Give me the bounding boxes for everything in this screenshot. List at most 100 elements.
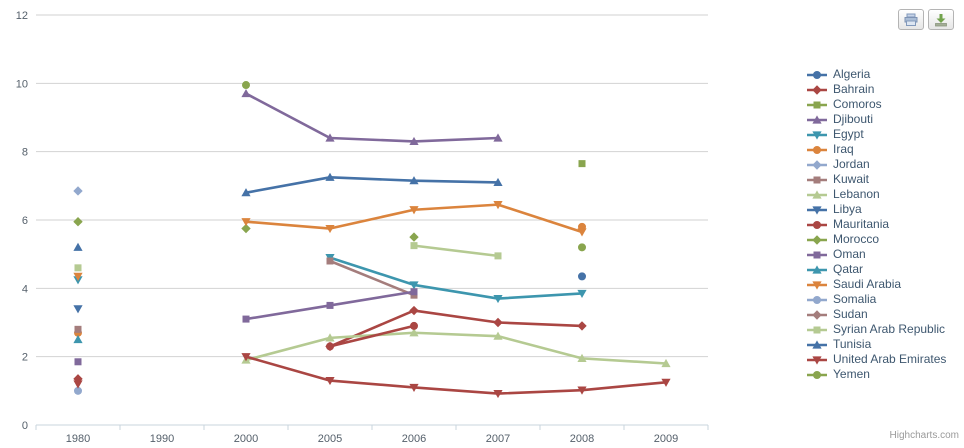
data-point-tunisia[interactable] (73, 242, 83, 251)
data-point-saudi-arabia[interactable] (409, 206, 419, 215)
data-point-bahrain[interactable] (409, 305, 419, 316)
highcharts-credits-link[interactable]: Highcharts.com (889, 430, 959, 441)
legend-symbol[interactable] (812, 309, 822, 320)
legend-symbol[interactable] (812, 280, 822, 290)
legend-item-lebanon[interactable]: Lebanon (806, 187, 946, 202)
legend-item-algeria[interactable]: Algeria (806, 67, 946, 82)
data-point-saudi-arabia[interactable] (241, 218, 251, 227)
data-point-oman[interactable] (74, 358, 82, 366)
data-point-tunisia[interactable] (493, 177, 503, 187)
data-point-bahrain[interactable] (493, 317, 503, 328)
data-point-united-arab-emirates[interactable] (73, 380, 83, 389)
data-point-somalia[interactable] (74, 386, 82, 395)
data-point-egypt[interactable] (577, 289, 587, 299)
data-point-yemen[interactable] (578, 243, 586, 252)
data-point-tunisia[interactable] (325, 172, 335, 181)
legend-symbol[interactable] (812, 84, 822, 95)
legend-symbol[interactable] (812, 159, 822, 170)
data-point-oman[interactable] (410, 288, 418, 296)
legend-symbol[interactable] (813, 370, 821, 379)
legend-item-united-arab-emirates[interactable]: United Arab Emirates (806, 352, 946, 367)
data-point-lebanon[interactable] (325, 333, 335, 342)
data-point-united-arab-emirates[interactable] (241, 353, 251, 362)
data-point-saudi-arabia[interactable] (73, 272, 83, 281)
data-point-oman[interactable] (242, 315, 250, 323)
data-point-syrian-arab-republic[interactable] (74, 264, 82, 272)
legend-item-yemen[interactable]: Yemen (806, 367, 946, 382)
legend-symbol[interactable] (812, 234, 822, 245)
data-point-egypt[interactable] (409, 281, 419, 290)
legend-symbol[interactable] (813, 295, 821, 304)
data-point-comoros[interactable] (578, 160, 586, 168)
data-point-syrian-arab-republic[interactable] (410, 242, 418, 250)
data-point-egypt[interactable] (493, 294, 503, 304)
legend-item-libya[interactable]: Libya (806, 202, 946, 217)
legend-item-oman[interactable]: Oman (806, 247, 946, 262)
data-point-united-arab-emirates[interactable] (409, 383, 419, 393)
data-point-mauritania[interactable] (410, 321, 418, 330)
legend-symbol[interactable] (813, 176, 821, 183)
data-point-qatar[interactable] (73, 334, 83, 344)
data-point-lebanon[interactable] (493, 331, 503, 340)
print-chart-button[interactable] (898, 9, 924, 30)
legend-item-mauritania[interactable]: Mauritania (806, 217, 946, 232)
data-point-lebanon[interactable] (409, 328, 419, 337)
data-point-algeria[interactable] (578, 272, 586, 281)
legend-symbol[interactable] (812, 339, 822, 349)
data-point-djibouti[interactable] (493, 133, 503, 142)
legend-item-djibouti[interactable]: Djibouti (806, 112, 946, 127)
data-point-united-arab-emirates[interactable] (493, 389, 503, 399)
data-point-united-arab-emirates[interactable] (325, 376, 335, 386)
legend-symbol[interactable] (813, 145, 821, 154)
legend-item-syrian-arab-republic[interactable]: Syrian Arab Republic (806, 322, 946, 337)
data-point-saudi-arabia[interactable] (493, 201, 503, 210)
legend-item-sudan[interactable]: Sudan (806, 307, 946, 322)
data-point-morocco[interactable] (409, 232, 419, 242)
data-point-saudi-arabia[interactable] (325, 224, 335, 234)
legend-symbol[interactable] (812, 205, 822, 215)
legend-symbol[interactable] (813, 70, 821, 79)
legend-symbol[interactable] (813, 251, 821, 258)
legend-item-bahrain[interactable]: Bahrain (806, 82, 946, 97)
data-point-united-arab-emirates[interactable] (661, 378, 671, 387)
data-point-morocco[interactable] (241, 223, 251, 234)
legend-item-saudi-arabia[interactable]: Saudi Arabia (806, 277, 946, 292)
export-chart-button[interactable] (928, 9, 954, 30)
legend-item-comoros[interactable]: Comoros (806, 97, 946, 112)
legend-item-morocco[interactable]: Morocco (806, 232, 946, 247)
data-point-kuwait[interactable] (74, 325, 82, 333)
data-point-saudi-arabia[interactable] (577, 228, 587, 237)
data-point-lebanon[interactable] (661, 358, 671, 368)
data-point-morocco[interactable] (73, 217, 83, 227)
legend-symbol[interactable] (812, 264, 822, 274)
legend-item-jordan[interactable]: Jordan (806, 157, 946, 172)
data-point-mauritania[interactable] (326, 342, 334, 351)
legend-item-qatar[interactable]: Qatar (806, 262, 946, 277)
data-point-djibouti[interactable] (325, 133, 335, 142)
data-point-oman[interactable] (326, 301, 334, 309)
legend-symbol[interactable] (812, 130, 822, 140)
data-point-syrian-arab-republic[interactable] (494, 252, 502, 260)
legend-item-egypt[interactable]: Egypt (806, 127, 946, 142)
data-point-djibouti[interactable] (409, 136, 419, 146)
legend-item-somalia[interactable]: Somalia (806, 292, 946, 307)
data-point-jordan[interactable] (73, 186, 83, 196)
data-point-united-arab-emirates[interactable] (577, 386, 587, 395)
legend-symbol[interactable] (813, 220, 821, 229)
data-point-kuwait[interactable] (326, 257, 334, 265)
legend-item-tunisia[interactable]: Tunisia (806, 337, 946, 352)
data-point-yemen[interactable] (242, 81, 250, 90)
data-point-lebanon[interactable] (577, 353, 587, 362)
legend-symbol[interactable] (812, 189, 822, 199)
legend-item-iraq[interactable]: Iraq (806, 142, 946, 157)
data-point-tunisia[interactable] (409, 176, 419, 185)
legend-symbol[interactable] (812, 355, 822, 365)
data-point-bahrain[interactable] (577, 321, 587, 331)
legend-item-kuwait[interactable]: Kuwait (806, 172, 946, 187)
data-point-libya[interactable] (73, 305, 83, 314)
data-point-tunisia[interactable] (241, 188, 251, 197)
legend-symbol[interactable] (813, 101, 821, 108)
legend-symbol[interactable] (813, 326, 821, 333)
legend-symbol[interactable] (812, 114, 822, 124)
data-point-djibouti[interactable] (241, 88, 251, 98)
